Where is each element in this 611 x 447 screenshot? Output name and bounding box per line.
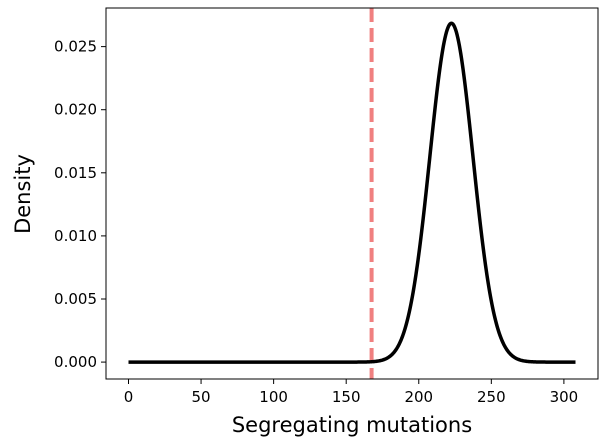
x-tick-label: 300	[550, 388, 579, 406]
y-tick-label: 0.025	[54, 38, 97, 56]
x-tick-label: 100	[259, 388, 288, 406]
y-axis-label: Density	[11, 154, 35, 234]
plot-area	[127, 8, 577, 379]
y-tick-label: 0.020	[54, 101, 97, 119]
y-tick-label: 0.005	[54, 290, 97, 308]
y-axis: 0.000 0.005 0.010 0.015 0.020 0.025	[54, 38, 106, 371]
x-tick-label: 250	[477, 388, 506, 406]
x-tick-label: 150	[332, 388, 361, 406]
x-axis: 0 50 100 150 200 250 300	[124, 379, 578, 406]
density-curve-0	[127, 21, 577, 364]
x-axis-label: Segregating mutations	[232, 413, 472, 437]
x-tick-label: 200	[404, 388, 433, 406]
y-tick-label: 0.015	[54, 164, 97, 182]
plot-frame	[105, 7, 599, 380]
y-tick-label: 0.010	[54, 227, 97, 245]
y-tick-label: 0.000	[54, 353, 97, 371]
x-tick-label: 0	[124, 388, 134, 406]
x-tick-label: 50	[192, 388, 211, 406]
